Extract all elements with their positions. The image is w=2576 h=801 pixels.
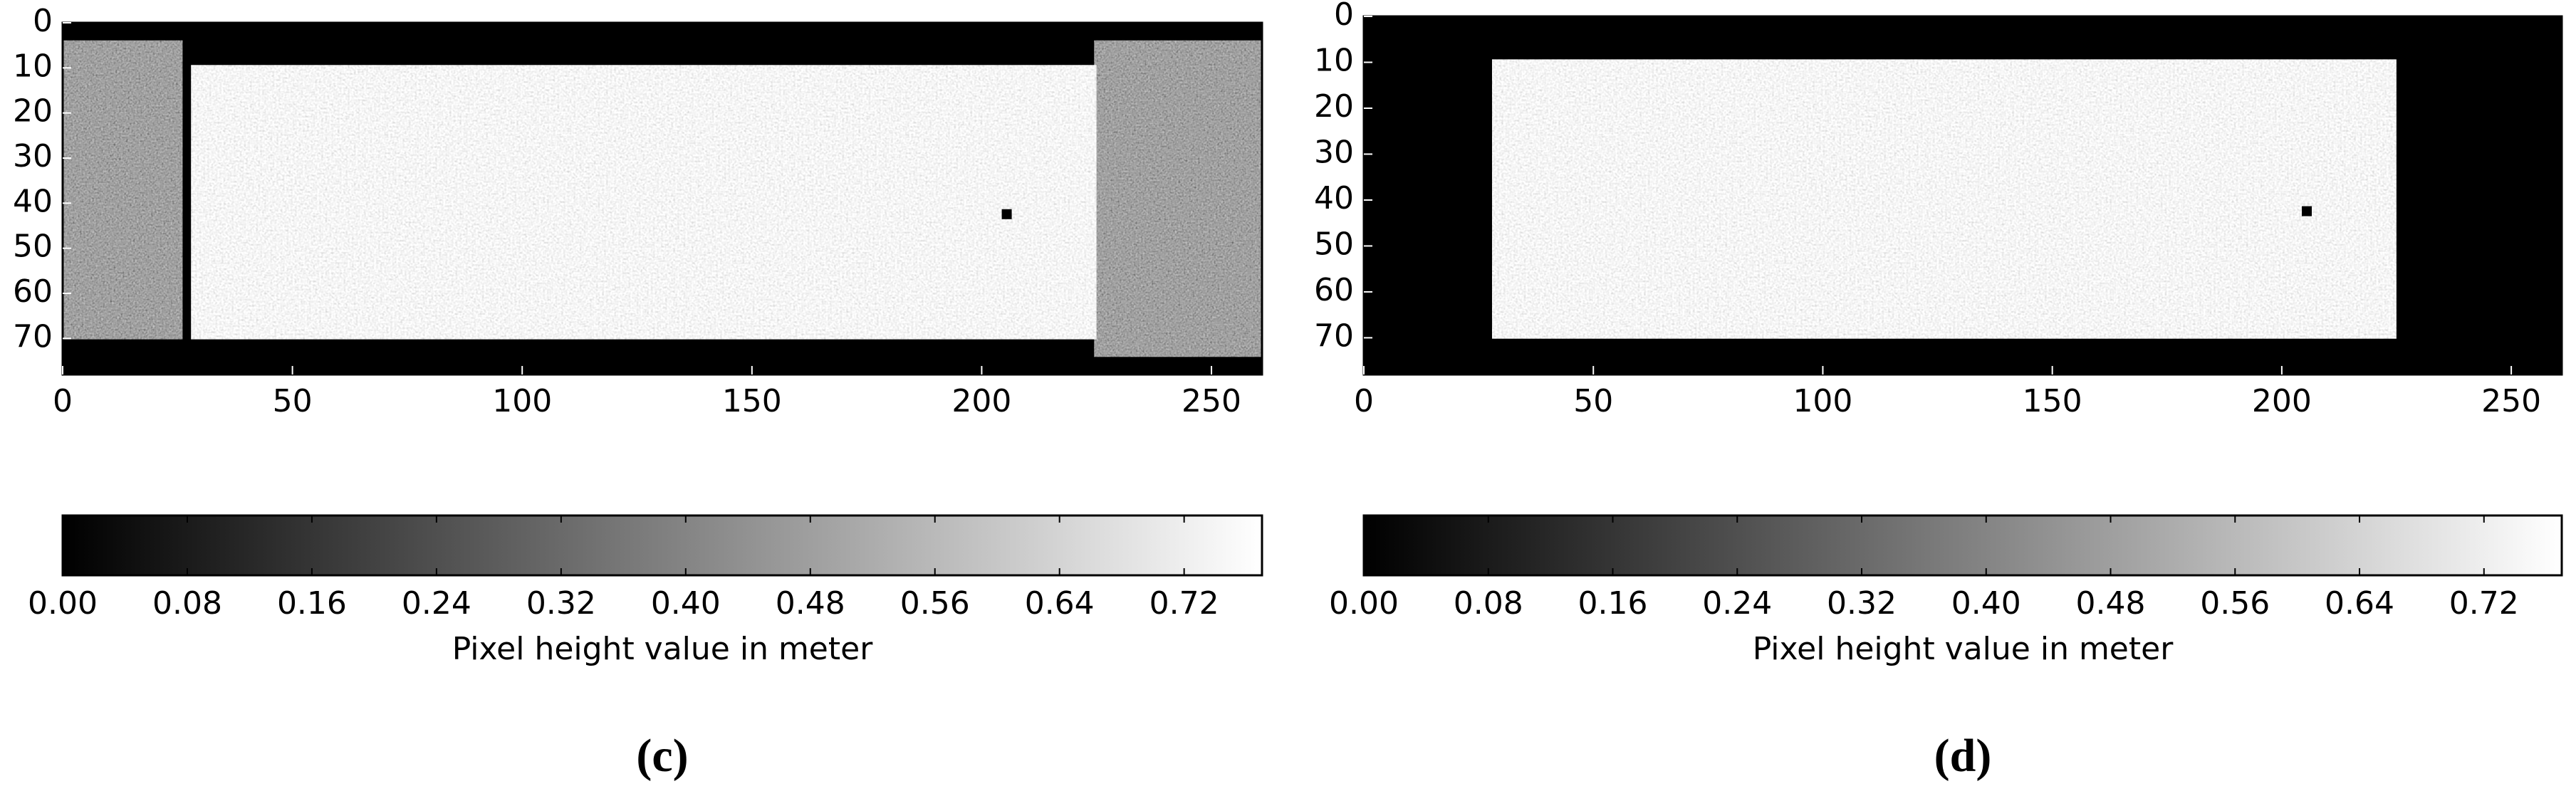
colorbar-tick-label: 0.48 [776, 585, 845, 622]
y-tick-label: 20 [13, 93, 53, 130]
plot-frame [1362, 15, 2563, 376]
x-tick-label: 50 [273, 383, 313, 419]
colorbar-tick-label: 0.00 [1329, 585, 1399, 622]
colorbar-tick-label: 0.32 [1827, 585, 1897, 622]
colorbar-tick-label: 0.08 [1454, 585, 1523, 622]
x-tick-label: 150 [722, 383, 782, 419]
caption: (d) [1934, 730, 1992, 782]
x-tick-label: 100 [492, 383, 552, 419]
y-tick-label: 60 [13, 273, 53, 310]
colorbar-tick-label: 0.56 [2200, 585, 2270, 622]
x-tick-label: 200 [951, 383, 1011, 419]
y-tick-label: 20 [1314, 88, 1354, 125]
x-tick-label: 150 [2023, 383, 2082, 419]
y-tick-label: 60 [1314, 272, 1354, 308]
x-tick-label: 250 [1182, 383, 1241, 419]
y-tick-label: 50 [13, 229, 53, 265]
plot-frame [61, 21, 1263, 376]
heatmap-dot [2302, 206, 2312, 216]
heatmap-texture [1094, 40, 1262, 357]
x-tick-label: 0 [1354, 383, 1374, 419]
y-tick-label: 70 [13, 318, 53, 355]
x-tick-label: 0 [53, 383, 73, 419]
colorbar-tick-label: 0.24 [1702, 585, 1772, 622]
colorbar-tick-label: 0.56 [900, 585, 970, 622]
x-tick-label: 100 [1793, 383, 1852, 419]
colorbar-tick-label: 0.32 [526, 585, 596, 622]
heatmap-region [191, 65, 1097, 340]
heatmap-texture [63, 40, 183, 340]
colorbar-label: Pixel height value in meter [452, 631, 874, 667]
caption: (c) [636, 730, 688, 782]
y-tick-label: 30 [1314, 134, 1354, 170]
x-tick-label: 50 [1573, 383, 1613, 419]
colorbar-tick-label: 0.72 [2449, 585, 2519, 622]
y-tick-label: 10 [13, 48, 53, 84]
colorbar-tick-label: 0.64 [1025, 585, 1095, 622]
y-tick-label: 10 [1314, 42, 1354, 78]
x-tick-label: 200 [2252, 383, 2312, 419]
y-tick-label: 70 [1314, 318, 1354, 354]
y-tick-label: 40 [1314, 180, 1354, 216]
y-tick-label: 30 [13, 138, 53, 174]
colorbar-tick-label: 0.64 [2325, 585, 2394, 622]
colorbar [1362, 514, 2563, 577]
colorbar-tick-label: 0.48 [2076, 585, 2146, 622]
colorbar-tick-label: 0.16 [1578, 585, 1648, 622]
colorbar-label: Pixel height value in meter [1753, 631, 2174, 667]
colorbar-tick-label: 0.40 [651, 585, 721, 622]
colorbar-tick-label: 0.72 [1149, 585, 1219, 622]
x-tick-label: 250 [2481, 383, 2541, 419]
colorbar-tick-label: 0.08 [152, 585, 222, 622]
y-tick-label: 0 [33, 3, 53, 39]
y-tick-label: 40 [13, 183, 53, 219]
colorbar [61, 514, 1263, 577]
colorbar-tick-label: 0.40 [1951, 585, 2021, 622]
y-tick-label: 50 [1314, 226, 1354, 262]
colorbar-tick-label: 0.16 [277, 585, 347, 622]
heatmap-dot [1001, 209, 1012, 219]
colorbar-tick-label: 0.24 [402, 585, 471, 622]
colorbar-tick-label: 0.00 [28, 585, 98, 622]
y-tick-label: 0 [1334, 0, 1354, 33]
heatmap-region [1491, 59, 2397, 339]
